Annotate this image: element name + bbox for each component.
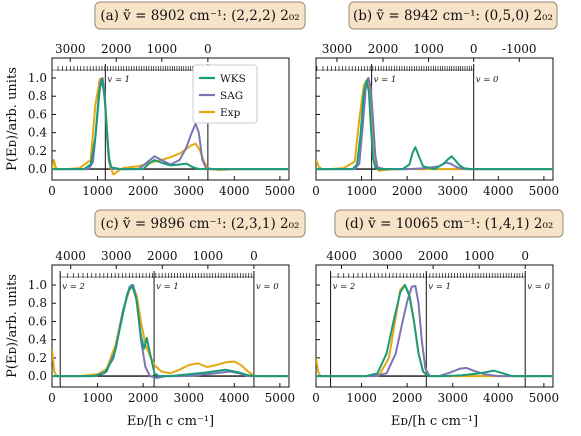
x-tick-label: 3000 <box>173 184 204 198</box>
x-tick-label: 1000 <box>346 184 377 198</box>
x-tick-label: 3000 <box>437 184 468 198</box>
panel-title: (a) ṽ = 8902 cm⁻¹: (2,2,2) 2₀₂ <box>100 8 299 24</box>
series-exp-line <box>316 284 553 378</box>
panel-a: (a) ṽ = 8902 cm⁻¹: (2,2,2) 2₀₂ 0 1000 2000 3… <box>5 1 306 198</box>
y-tick-label: 0.2 <box>28 144 47 158</box>
x-tick-label: 2000 <box>392 391 423 405</box>
top-tick-label: -1000 <box>502 42 537 56</box>
x-tick-label: 5000 <box>529 391 560 405</box>
top-tick-label: 4000 <box>55 249 86 263</box>
plot-frame <box>315 57 554 181</box>
top-tick-label: 3000 <box>55 42 86 56</box>
threshold-label: v = 2 <box>62 282 85 292</box>
x-tick-label: 4000 <box>219 391 250 405</box>
top-tick-label: 0 <box>204 42 212 56</box>
plot-frame <box>51 57 290 181</box>
top-tick-label: 2000 <box>418 249 449 263</box>
y-tick-label: 0.4 <box>28 126 47 140</box>
top-tick-label: 1000 <box>147 42 178 56</box>
legend-label-sag: SAG <box>220 90 243 102</box>
title-box <box>348 1 558 30</box>
threshold-label: v = 0 <box>527 282 550 292</box>
y-tick-label: 0.2 <box>28 351 47 365</box>
x-tick-label: 0 <box>312 184 320 198</box>
threshold-label: v = 2 <box>333 282 356 292</box>
x-tick-label: 0 <box>48 184 56 198</box>
x-tick-label: 4000 <box>219 184 250 198</box>
series-wks-line <box>52 77 289 171</box>
top-tick-label: 2000 <box>368 42 399 56</box>
top-tick-label: 3000 <box>322 42 353 56</box>
top-tick-label: 0 <box>250 249 258 263</box>
threshold-label: v = 1 <box>428 282 451 292</box>
y-tick-label: 0.6 <box>28 107 47 121</box>
y-axis-label: P(Eᴅ)/arb. units <box>5 67 20 171</box>
panel-c: (c) ṽ = 9896 cm⁻¹: (2,3,1) 2₀₂ 0 1000 2000 3… <box>5 209 306 429</box>
y-axis-label: P(Eᴅ)/arb. units <box>5 274 20 378</box>
top-tick-label: 3000 <box>101 249 132 263</box>
title-box <box>334 209 564 238</box>
series-sag-line <box>316 77 553 171</box>
x-tick-label: 3000 <box>437 391 468 405</box>
x-tick-label: 5000 <box>265 391 296 405</box>
x-axis-label: Eᴅ/[h c cm⁻¹] <box>391 414 478 429</box>
x-tick-label: 4000 <box>483 184 514 198</box>
x-tick-label: 1000 <box>82 391 113 405</box>
threshold-label: v = 0 <box>476 75 499 85</box>
panel-title: (d) ṽ = 10065 cm⁻¹: (1,4,1) 2₀₂ <box>345 216 554 232</box>
panel-title: (c) ṽ = 9896 cm⁻¹: (2,3,1) 2₀₂ <box>101 216 300 232</box>
x-axis-label: Eᴅ/[h c cm⁻¹] <box>127 414 214 429</box>
x-tick-label: 0 <box>48 391 56 405</box>
plot-frame <box>315 264 554 388</box>
top-tick-label: 2000 <box>101 42 132 56</box>
series-exp-line <box>316 77 553 172</box>
y-tick-label: 0.0 <box>28 369 47 383</box>
x-tick-label: 2000 <box>128 391 159 405</box>
plot-frame <box>51 264 290 388</box>
y-tick-label: 1.0 <box>28 71 47 85</box>
threshold-label: v = 1 <box>107 75 130 85</box>
top-tick-label: 3000 <box>372 249 403 263</box>
series-wks-line <box>52 284 289 378</box>
top-tick-label: 0 <box>521 249 529 263</box>
x-tick-label: 4000 <box>483 391 514 405</box>
y-tick-label: 0.4 <box>28 333 47 347</box>
legend-label-wks: WKS <box>220 73 246 85</box>
x-tick-label: 5000 <box>265 184 296 198</box>
panel-b: (b) ṽ = 8942 cm⁻¹: (0,5,0) 2₀₂ 0 1000 2000 3… <box>312 1 560 198</box>
x-tick-label: 2000 <box>392 184 423 198</box>
y-tick-label: 0.8 <box>28 296 47 310</box>
series-exp-line <box>52 77 289 176</box>
x-tick-label: 1000 <box>82 184 113 198</box>
x-tick-label: 5000 <box>529 184 560 198</box>
y-tick-label: 0.8 <box>28 89 47 103</box>
threshold-label: v = 1 <box>156 282 179 292</box>
panel-d: (d) ṽ = 10065 cm⁻¹: (1,4,1) 2₀₂ 0 1000 2000… <box>312 209 564 429</box>
top-tick-label: 4000 <box>326 249 357 263</box>
title-box <box>94 209 306 238</box>
top-tick-label: 0 <box>470 42 478 56</box>
x-tick-label: 1000 <box>346 391 377 405</box>
y-tick-label: 1.0 <box>28 278 47 292</box>
series-sag-line <box>316 284 553 378</box>
panel-title: (b) ṽ = 8942 cm⁻¹: (0,5,0) 2₀₂ <box>353 8 553 24</box>
series-wks-line <box>316 79 553 171</box>
x-tick-label: 3000 <box>173 391 204 405</box>
series-wks-line <box>316 284 553 378</box>
y-tick-label: 0.0 <box>28 162 47 176</box>
top-tick-label: 1000 <box>464 249 495 263</box>
title-box <box>94 1 306 30</box>
x-tick-label: 0 <box>312 391 320 405</box>
threshold-label: v = 1 <box>374 75 397 85</box>
legend-label-exp: Exp <box>220 107 241 119</box>
top-tick-label: 1000 <box>193 249 224 263</box>
y-tick-label: 0.6 <box>28 314 47 328</box>
top-tick-label: 1000 <box>413 42 444 56</box>
legend-box <box>192 64 258 124</box>
legend: WKS SAG Exp <box>192 64 258 124</box>
threshold-label: v = 0 <box>256 282 279 292</box>
top-tick-label: 2000 <box>147 249 178 263</box>
x-tick-label: 2000 <box>128 184 159 198</box>
